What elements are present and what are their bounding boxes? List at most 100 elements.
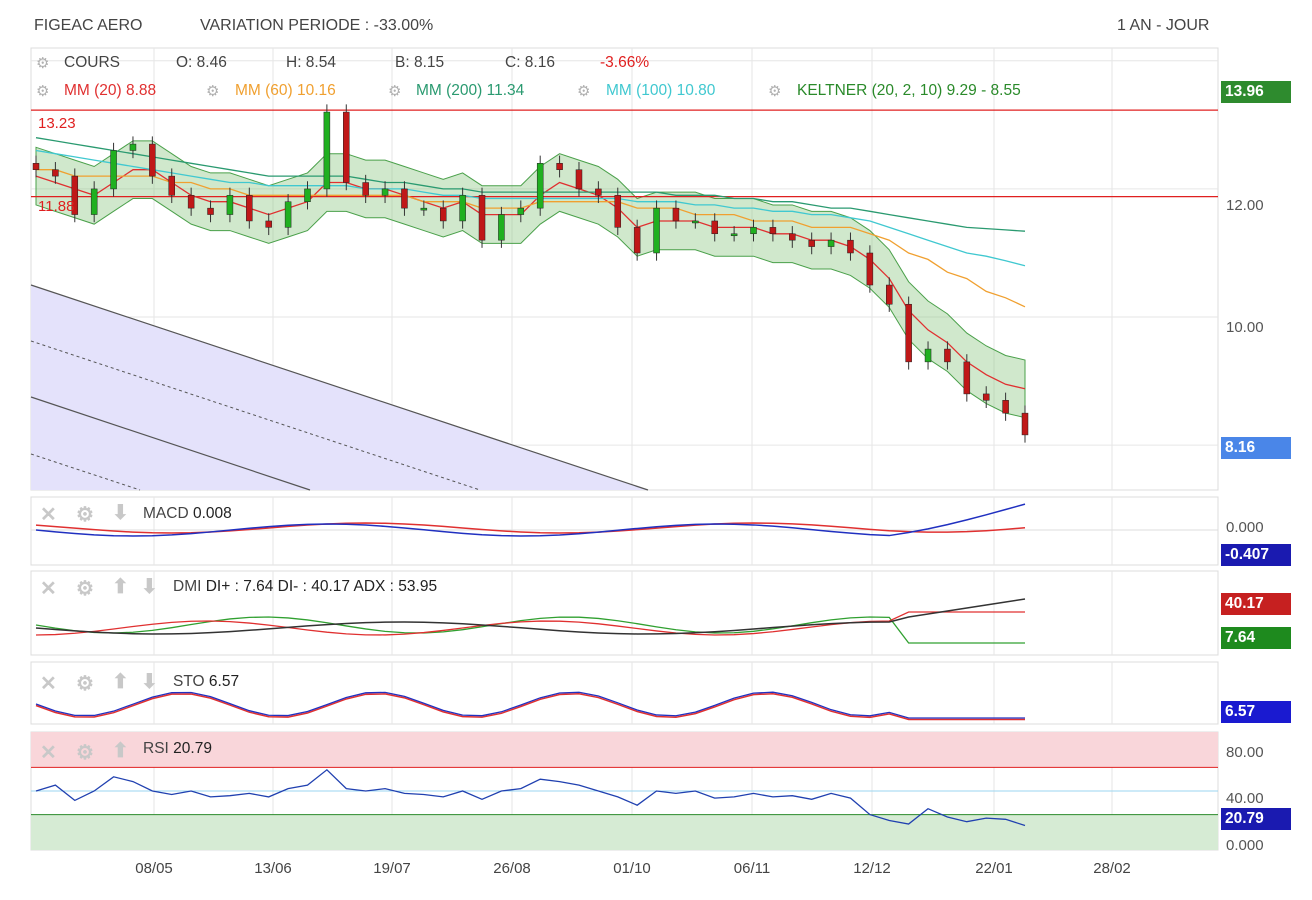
- gear-icon[interactable]: ⚙: [577, 83, 591, 100]
- candle-body: [265, 220, 272, 228]
- x-label: 08/05: [135, 860, 173, 877]
- gear-icon[interactable]: ⚙: [76, 504, 94, 526]
- candle-body: [71, 175, 79, 215]
- moving-average-line: [35, 149, 1026, 267]
- variation-label: VARIATION PERIODE : -33.00%: [200, 17, 434, 34]
- candle-body: [536, 163, 544, 209]
- legend-keltner: KELTNER (20, 2, 10) 9.29 - 8.55: [797, 82, 1021, 99]
- sto-signal-line: [35, 692, 1025, 721]
- x-label: 01/10: [613, 860, 651, 877]
- gear-icon[interactable]: ⚙: [206, 83, 220, 100]
- rsi-name: RSI: [143, 740, 169, 757]
- candle-body: [304, 188, 311, 202]
- sto-tag: 6.57: [1221, 701, 1291, 723]
- rsi-oversold-zone: [31, 814, 1218, 850]
- candle-body: [478, 195, 486, 241]
- close-icon[interactable]: ✕: [40, 742, 57, 764]
- candle-body: [207, 207, 214, 215]
- adx-line: [35, 598, 1026, 635]
- candle-body: [827, 239, 835, 247]
- gear-icon[interactable]: ⚙: [76, 742, 94, 764]
- legend-open: O: 8.46: [176, 54, 227, 71]
- candle-body: [439, 207, 447, 222]
- candle-body: [672, 207, 680, 222]
- macd-value: 0.008: [192, 505, 232, 522]
- arrow-up-icon[interactable]: ⬆: [112, 671, 129, 693]
- price-tick-12: 12.00: [1226, 197, 1264, 214]
- arrow-down-icon[interactable]: ⬇: [141, 576, 158, 598]
- legend-mm100: MM (100) 10.80: [606, 82, 716, 99]
- candle-body: [847, 239, 854, 254]
- regression-line-dotted: [30, 453, 141, 491]
- dmi-di-plus-tag: 7.64: [1221, 627, 1291, 649]
- macd-line: [35, 503, 1026, 537]
- price-top-tag: 13.96: [1221, 81, 1291, 103]
- legend-mm200: MM (200) 11.34: [416, 82, 525, 99]
- gear-icon[interactable]: ⚙: [76, 673, 94, 695]
- candle-body: [595, 188, 602, 196]
- moving-average-line: [35, 137, 1026, 232]
- sto-title: STO 6.57: [173, 673, 239, 691]
- macd-signal-line: [35, 522, 1026, 534]
- dmi-minus-line: [35, 611, 1025, 636]
- macd-axis-zero: 0.000: [1226, 519, 1264, 536]
- pane-frame: [30, 661, 1219, 725]
- x-label: 28/02: [1093, 860, 1131, 877]
- rsi-axis-40: 40.00: [1226, 790, 1264, 807]
- candle-body: [168, 175, 175, 196]
- candle-body: [1002, 400, 1009, 414]
- rsi-value: 20.79: [173, 740, 212, 757]
- rsi-line: [35, 768, 1026, 827]
- candle-body: [730, 233, 738, 237]
- rsi-overbought-zone: [31, 732, 1218, 768]
- candle-body: [129, 143, 137, 151]
- symbol-title: FIGEAC AERO: [34, 17, 143, 34]
- candle-body: [711, 220, 718, 235]
- period-selector[interactable]: 1 AN - JOUR: [1117, 17, 1210, 34]
- candle-body: [808, 239, 815, 247]
- legend-low: B: 8.15: [395, 54, 445, 71]
- candle-body: [963, 361, 971, 395]
- level-high-label: 13.23: [38, 115, 76, 132]
- candle-body: [789, 233, 796, 241]
- candle-body: [401, 188, 408, 209]
- close-icon[interactable]: ✕: [40, 504, 57, 526]
- sto-name: STO: [173, 673, 205, 690]
- candle-body: [187, 195, 195, 209]
- candle-body: [420, 207, 428, 211]
- arrow-down-icon[interactable]: ⬇: [112, 502, 129, 524]
- x-label: 22/01: [975, 860, 1013, 877]
- candle-body: [362, 182, 369, 196]
- candle-body: [284, 201, 292, 228]
- candle-body: [982, 393, 990, 401]
- candle-body: [866, 252, 874, 286]
- level-low-label: 11.88: [38, 198, 75, 215]
- macd-tag: -0.407: [1221, 544, 1291, 566]
- gear-icon[interactable]: ⚙: [388, 83, 402, 100]
- candle-body: [149, 143, 156, 177]
- moving-average-line: [36, 169, 1026, 308]
- dmi-name: DMI: [173, 578, 202, 595]
- candle-body: [246, 195, 253, 222]
- candle-body: [633, 227, 641, 254]
- gear-icon[interactable]: ⚙: [76, 578, 94, 600]
- close-icon[interactable]: ✕: [40, 673, 57, 695]
- rsi-title: RSI 20.79: [143, 740, 212, 758]
- gear-icon[interactable]: ⚙: [768, 83, 782, 100]
- candle-body: [556, 163, 563, 170]
- legend-close: C: 8.16: [505, 54, 555, 71]
- legend-high: H: 8.54: [286, 54, 336, 71]
- regression-line-lower: [30, 396, 311, 491]
- arrow-up-icon[interactable]: ⬆: [112, 576, 129, 598]
- price-tick-10: 10.00: [1226, 319, 1264, 336]
- candle-body: [944, 348, 951, 363]
- candle-body: [459, 195, 466, 222]
- arrow-up-icon[interactable]: ⬆: [112, 740, 129, 762]
- arrow-down-icon[interactable]: ⬇: [141, 671, 158, 693]
- gear-icon[interactable]: ⚙: [36, 83, 50, 100]
- close-icon[interactable]: ✕: [40, 578, 57, 600]
- candle-body: [692, 220, 699, 224]
- gear-icon[interactable]: ⚙: [36, 55, 50, 72]
- candle-body: [653, 207, 660, 254]
